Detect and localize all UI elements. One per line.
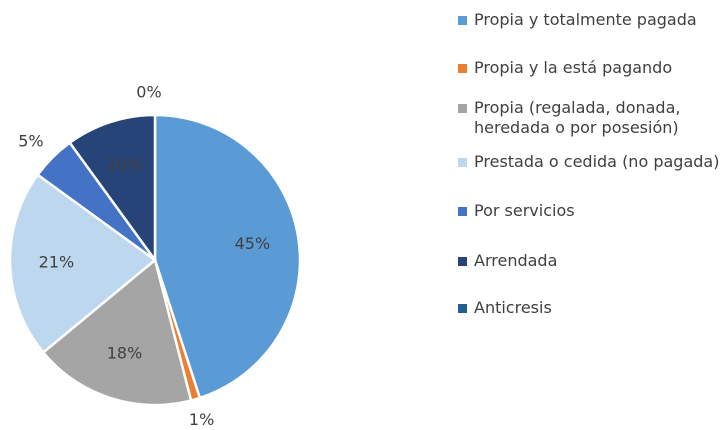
- legend-swatch: [458, 64, 467, 73]
- legend-label: Propia y totalmente pagada: [474, 10, 697, 29]
- data-label: 21%: [39, 253, 75, 272]
- data-label: 1%: [189, 410, 214, 429]
- legend-swatch: [458, 257, 467, 266]
- legend-label: Prestada o cedida (no pagada): [474, 152, 720, 171]
- pie-slice: [68, 113, 157, 264]
- legend-label: Propia y la está pagando: [474, 58, 673, 77]
- legend-swatch: [458, 16, 467, 25]
- legend-label: Propia (regalada, donada, heredada o por…: [474, 98, 681, 137]
- data-label: 5%: [18, 131, 43, 150]
- legend-label: Arrendada: [474, 251, 558, 270]
- data-label: 0%: [136, 83, 161, 102]
- data-label: 18%: [107, 343, 143, 362]
- data-label: 45%: [235, 234, 271, 253]
- legend-swatch: [458, 304, 467, 313]
- legend-label: Anticresis: [474, 298, 552, 317]
- legend-swatch: [458, 158, 467, 167]
- legend-swatch: [458, 207, 467, 216]
- data-label: 10%: [107, 156, 143, 175]
- pie-slice: [41, 257, 193, 407]
- legend-swatch: [458, 104, 467, 113]
- pie-slice: [153, 113, 302, 400]
- legend-label: Por servicios: [474, 201, 575, 220]
- pie-slice: [8, 173, 158, 355]
